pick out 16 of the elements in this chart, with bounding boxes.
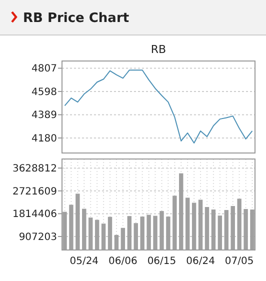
x-tick-label: 06/06 [108,256,138,267]
y-tick-label: 907203 [18,232,57,243]
chart-title: RB Price Chart [23,11,130,26]
x-tick-label: 05/24 [70,256,99,267]
chart-subtitle: RB [150,43,166,56]
x-tick-label: 06/24 [186,256,215,267]
line-series [64,70,253,144]
x-tick-label: 07/05 [224,256,254,267]
y-tick-label: 4180 [32,133,57,144]
y-tick-label: 3628812 [12,164,57,175]
y-tick-label: 1814406 [12,209,57,220]
y-tick-label: 2721609 [12,186,57,198]
y-tick-label: 4807 [32,64,57,75]
y-tick-label: 4389 [32,110,57,122]
x-tick-label: 06/15 [147,256,176,267]
y-tick-label: 4598 [32,86,57,98]
